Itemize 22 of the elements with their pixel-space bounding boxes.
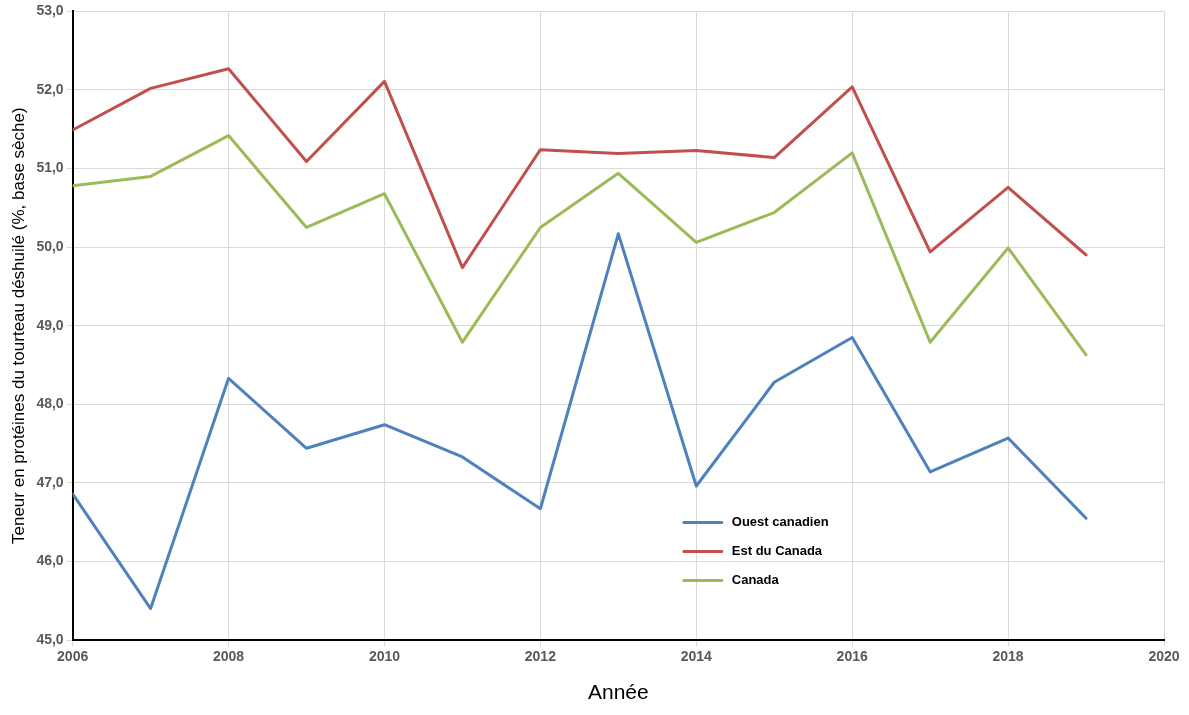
y-tick-label: 47,0: [36, 473, 64, 490]
y-tick-label: 50,0: [36, 237, 64, 254]
y-axis-title: Teneur en protéines du tourteau déshuilé (%, base sèche): [8, 107, 28, 545]
x-tick-label: 2016: [836, 648, 868, 665]
y-tick-label: 53,0: [36, 2, 64, 19]
y-tick-label: 45,0: [36, 630, 64, 647]
x-tick-label: 2018: [992, 648, 1024, 665]
x-tick-label: 2006: [57, 648, 89, 665]
y-tick-label: 49,0: [36, 316, 64, 333]
y-tick-label: 46,0: [36, 552, 64, 569]
x-axis-title: Année: [587, 680, 649, 704]
x-tick-label: 2010: [368, 648, 401, 665]
x-tick-label: 2008: [212, 648, 245, 665]
x-tick-label: 2014: [680, 648, 713, 665]
legend-label: Ouest canadien: [731, 514, 829, 530]
x-tick-label: 2012: [524, 648, 557, 665]
y-tick-label: 51,0: [36, 159, 64, 176]
x-tick-label: 2020: [1148, 648, 1180, 665]
y-tick-label: 52,0: [36, 80, 64, 97]
legend-label: Canada: [731, 572, 780, 588]
legend-label: Est du Canada: [731, 543, 823, 559]
y-tick-label: 48,0: [36, 395, 64, 412]
